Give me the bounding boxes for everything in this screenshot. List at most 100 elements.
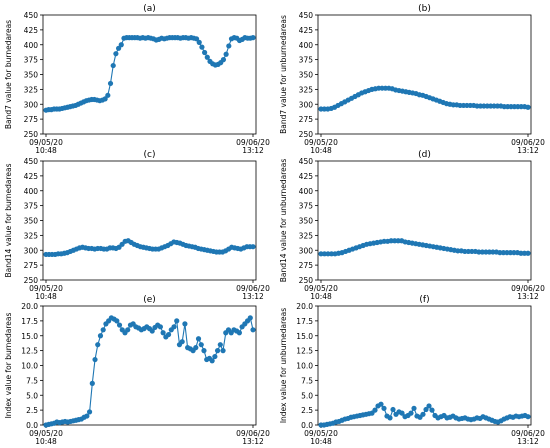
- y-tick-label: 15.0: [21, 332, 38, 341]
- y-tick-label: 7.5: [26, 376, 38, 385]
- plot-frame: [42, 160, 257, 281]
- data-point: [199, 44, 205, 50]
- y-tick-label: 400: [24, 41, 39, 50]
- data-point: [236, 330, 242, 336]
- data-point: [423, 406, 429, 413]
- data-point: [372, 407, 378, 413]
- data-point: [247, 315, 253, 321]
- x-tick-label: 09/06/20: [236, 138, 270, 147]
- subplot: (f) 0.0 2.5 5.0 7.5 10.0 12.5 15.0 17.5 20.0 Index…: [279, 295, 545, 446]
- x-tick-label: 09/05/20: [304, 284, 338, 293]
- plot-frame: [42, 305, 257, 426]
- data-point: [179, 339, 185, 345]
- y-tick-label: 17.5: [21, 317, 38, 326]
- data-point: [174, 318, 180, 324]
- data-point: [89, 380, 95, 386]
- data-point: [411, 405, 417, 411]
- data-point: [201, 348, 207, 354]
- x-tick-label: 09/05/20: [304, 138, 338, 147]
- y-tick-label: 20.0: [296, 302, 313, 311]
- x-tick-label: 10:48: [35, 146, 57, 155]
- data-point: [196, 39, 202, 45]
- y-tick-label: 300: [24, 246, 39, 255]
- subplot: (d) 250 275 300 325 350 375 400 425 450 Band14 val…: [279, 150, 545, 301]
- data-point: [408, 410, 414, 416]
- plot-frame: [317, 14, 532, 135]
- chart-title: (a): [143, 4, 156, 14]
- data-point: [217, 342, 223, 348]
- y-axis-label: Band14 value for burnedareas: [4, 163, 13, 277]
- subplot: (b) 250 275 300 325 350 375 400 425 450 Band7 valu…: [279, 4, 545, 155]
- data-point: [105, 92, 111, 98]
- data-point: [399, 410, 405, 416]
- chart-title: (f): [419, 295, 429, 305]
- data-point: [193, 345, 199, 351]
- data-point: [250, 244, 256, 250]
- data-point: [390, 406, 396, 413]
- y-tick-label: 275: [299, 115, 314, 124]
- data-point: [212, 353, 218, 360]
- data-point: [250, 327, 256, 333]
- data-point: [193, 36, 200, 42]
- y-tick-label: 10.0: [296, 362, 313, 371]
- data-point: [525, 414, 531, 420]
- y-tick-label: 325: [299, 231, 314, 240]
- x-tick-label: 09/06/20: [511, 138, 545, 147]
- x-tick-label: 13:12: [242, 292, 264, 301]
- data-point: [525, 250, 531, 256]
- y-tick-label: 450: [24, 11, 39, 20]
- y-tick-label: 300: [299, 246, 314, 255]
- data-point: [118, 42, 124, 48]
- chart-title: (e): [143, 295, 156, 305]
- y-tick-label: 350: [299, 217, 314, 226]
- y-tick-label: 375: [299, 56, 314, 65]
- y-tick-label: 250: [299, 276, 314, 285]
- data-point: [202, 49, 208, 56]
- data-point: [420, 411, 426, 417]
- data-point: [220, 57, 227, 63]
- y-tick-label: 275: [24, 261, 39, 270]
- y-tick-label: 425: [24, 172, 39, 181]
- x-tick-label: 13:12: [517, 437, 539, 446]
- y-tick-label: 2.5: [26, 406, 38, 415]
- x-tick-label: 10:48: [310, 437, 332, 446]
- data-point: [195, 336, 202, 342]
- data-point: [97, 333, 104, 339]
- x-tick-label: 09/05/20: [29, 138, 63, 147]
- data-point: [125, 327, 131, 333]
- y-tick-label: 12.5: [21, 347, 38, 356]
- y-tick-label: 20.0: [21, 302, 38, 311]
- data-point: [426, 403, 432, 409]
- data-point: [209, 358, 215, 364]
- chart-title: (d): [418, 150, 431, 160]
- data-point: [220, 348, 226, 354]
- data-point: [92, 356, 98, 363]
- data-point: [100, 327, 106, 333]
- y-tick-label: 275: [299, 261, 314, 270]
- x-tick-label: 09/06/20: [236, 429, 270, 438]
- x-tick-label: 13:12: [242, 146, 264, 155]
- data-point: [116, 322, 123, 328]
- data-point: [171, 324, 177, 330]
- data-point: [113, 51, 119, 57]
- y-tick-label: 325: [24, 85, 39, 94]
- plot-frame: [317, 160, 532, 281]
- data-point: [429, 407, 435, 413]
- y-tick-label: 375: [24, 56, 39, 65]
- data-point: [102, 96, 108, 102]
- y-tick-label: 12.5: [296, 347, 313, 356]
- data-point: [250, 35, 256, 41]
- y-tick-label: 17.5: [296, 317, 313, 326]
- y-tick-label: 400: [24, 187, 39, 196]
- chart-title: (c): [144, 150, 156, 160]
- x-tick-label: 09/06/20: [511, 284, 545, 293]
- x-tick-label: 09/06/20: [511, 429, 545, 438]
- y-tick-label: 400: [299, 187, 314, 196]
- subplot: (c) 250 275 300 325 350 375 400 425 450 Band14 val…: [4, 150, 270, 301]
- y-tick-label: 250: [24, 130, 39, 139]
- y-tick-label: 350: [24, 71, 39, 80]
- series-line: [45, 316, 254, 426]
- y-tick-label: 450: [299, 11, 314, 20]
- y-axis-label: Band7 value for burnedareas: [4, 20, 13, 129]
